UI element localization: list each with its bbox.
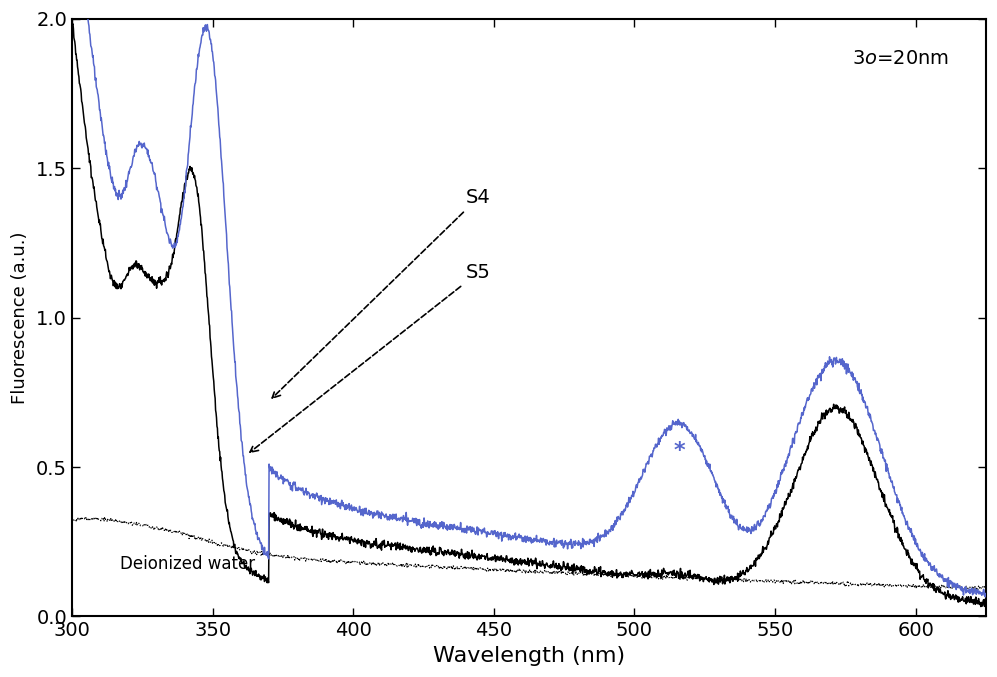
- Text: S4: S4: [272, 188, 491, 398]
- Text: Deionized water: Deionized water: [120, 555, 255, 573]
- Y-axis label: Fluorescence (a.u.): Fluorescence (a.u.): [11, 232, 29, 403]
- X-axis label: Wavelength (nm): Wavelength (nm): [433, 646, 625, 666]
- Text: *: *: [674, 441, 685, 461]
- Text: S5: S5: [250, 263, 491, 452]
- Text: $3\mathit{o}$=20nm: $3\mathit{o}$=20nm: [852, 49, 949, 68]
